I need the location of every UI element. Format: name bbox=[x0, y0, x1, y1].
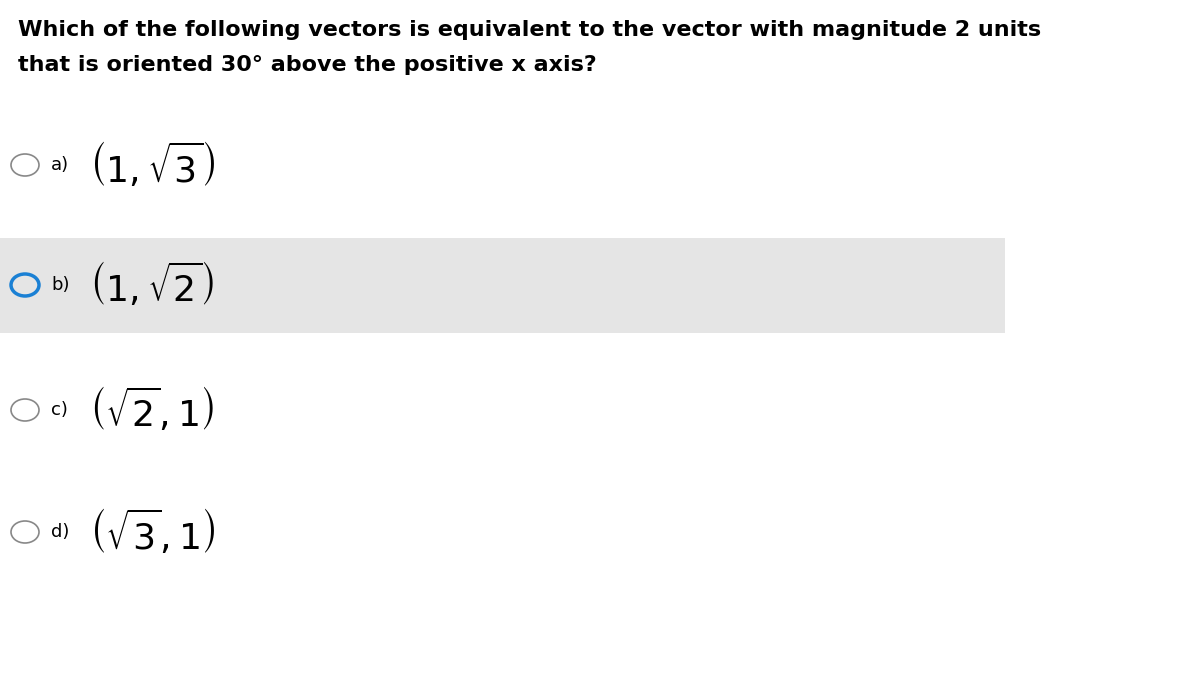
Text: that is oriented 30° above the positive x axis?: that is oriented 30° above the positive … bbox=[18, 55, 596, 75]
Text: $\left(1, \sqrt{2}\right)$: $\left(1, \sqrt{2}\right)$ bbox=[89, 261, 214, 309]
Text: a): a) bbox=[50, 156, 70, 174]
Text: $\left(1, \sqrt{3}\right)$: $\left(1, \sqrt{3}\right)$ bbox=[89, 140, 215, 190]
Text: $\left(\sqrt{2}, 1\right)$: $\left(\sqrt{2}, 1\right)$ bbox=[89, 386, 214, 434]
Bar bbox=[0, 238, 1006, 333]
Text: $\left(\sqrt{3}, 1\right)$: $\left(\sqrt{3}, 1\right)$ bbox=[89, 508, 215, 557]
Text: d): d) bbox=[50, 523, 70, 541]
Text: c): c) bbox=[50, 401, 68, 419]
Text: Which of the following vectors is equivalent to the vector with magnitude 2 unit: Which of the following vectors is equiva… bbox=[18, 20, 1042, 40]
Text: b): b) bbox=[50, 276, 70, 294]
